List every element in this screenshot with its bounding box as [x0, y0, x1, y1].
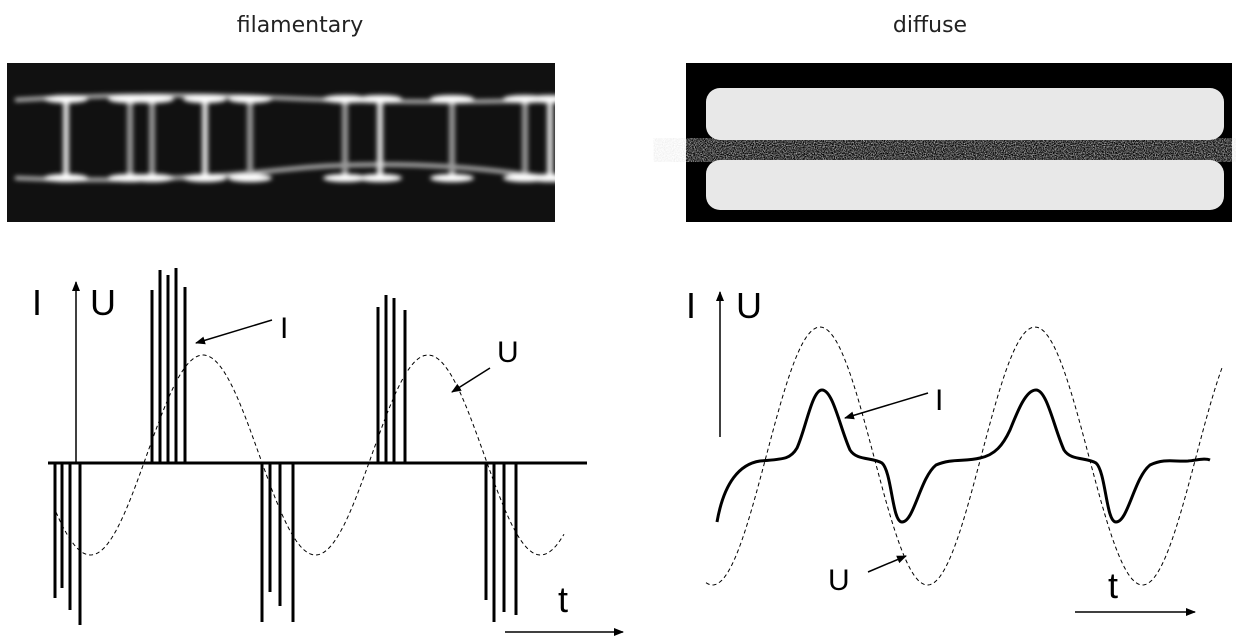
axis-label: I	[32, 282, 42, 323]
filament-spot	[228, 174, 272, 182]
diffuse-plot: I U I U t	[686, 285, 1222, 612]
filamentary-photo	[7, 63, 572, 222]
annotation-arrow	[845, 393, 928, 418]
filament	[377, 100, 383, 176]
annotation: I	[935, 384, 943, 417]
filament	[342, 100, 348, 176]
filament	[247, 100, 253, 176]
axis-label: t	[558, 579, 568, 620]
annotation: U	[828, 564, 850, 597]
gap-glow	[705, 140, 1220, 160]
filament	[127, 100, 133, 176]
filament-spot	[528, 174, 572, 182]
filament-spot	[228, 95, 272, 103]
filament-spot	[528, 95, 572, 103]
filament-spot	[358, 174, 402, 182]
filament-spot	[183, 95, 227, 103]
filament	[522, 100, 528, 176]
voltage-curve	[706, 327, 1222, 585]
filament-spot	[130, 174, 174, 182]
voltage-curve	[56, 355, 564, 555]
annotation-arrow	[196, 320, 272, 343]
filament	[149, 100, 155, 176]
annotation-arrow	[452, 368, 490, 392]
diffuse-photo	[686, 63, 1232, 222]
electrode-glow	[706, 160, 1224, 210]
panel-title: filamentary	[237, 13, 364, 38]
filament-spot	[44, 174, 88, 182]
annotation-arrow	[868, 556, 906, 572]
annotation: U	[497, 336, 519, 369]
axis-label: U	[90, 282, 116, 323]
filament-spot	[44, 95, 88, 103]
electrode-glow	[706, 88, 1224, 140]
filamentary-plot: I U I U t	[32, 268, 623, 632]
filament-spot	[130, 95, 174, 103]
annotation: I	[280, 312, 288, 345]
photo-background	[7, 63, 555, 222]
filament	[449, 100, 455, 176]
current-curve	[717, 390, 1210, 522]
filament-spot	[430, 174, 474, 182]
filament	[547, 100, 553, 176]
axis-label: I	[686, 285, 696, 326]
filament-spot	[358, 95, 402, 103]
filament-spot	[430, 95, 474, 103]
panel-title: diffuse	[893, 13, 967, 38]
axis-label: U	[736, 285, 762, 326]
filament	[63, 100, 69, 176]
axis-label: t	[1108, 565, 1118, 606]
filament-spot	[183, 174, 227, 182]
figure: filamentary diffuse I U I U t I U I U	[0, 0, 1236, 643]
filament	[202, 100, 208, 176]
